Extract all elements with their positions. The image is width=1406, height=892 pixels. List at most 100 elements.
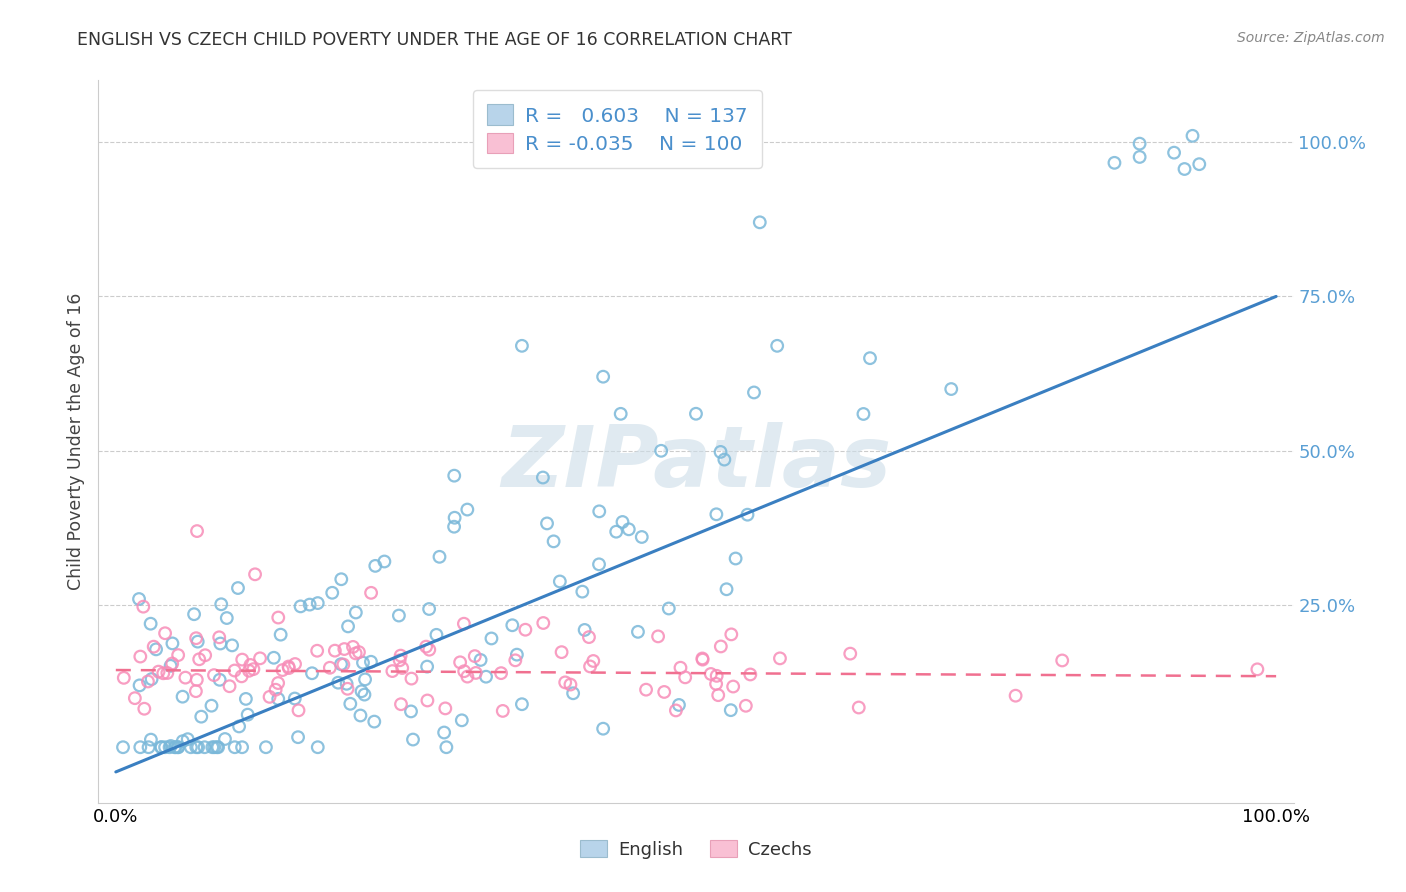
Point [231,669,253,683]
Point [163,740,186,755]
Point [193,740,215,755]
Point [287,730,309,744]
Point [381,664,404,678]
Point [239,657,262,672]
Point [202,668,225,682]
Point [669,661,692,675]
Point [416,659,439,673]
Point [1129,150,1152,164]
Point [450,714,472,728]
Point [665,703,688,717]
Point [243,567,266,582]
Point [224,664,246,678]
Point [710,640,733,654]
Point [162,636,184,650]
Point [180,740,202,755]
Point [336,677,359,691]
Point [186,631,208,645]
Point [510,339,533,353]
Point [740,667,762,681]
Point [588,504,610,518]
Point [218,679,240,693]
Point [742,385,765,400]
Point [202,740,225,755]
Point [574,623,596,637]
Point [201,740,224,755]
Point [737,508,759,522]
Point [941,382,963,396]
Point [605,524,627,539]
Point [464,665,486,680]
Point [148,665,170,679]
Point [373,554,395,568]
Point [224,740,246,755]
Point [307,596,329,610]
Point [129,740,152,755]
Point [186,673,208,687]
Point [630,530,652,544]
Point [704,677,727,691]
Point [592,722,614,736]
Point [159,740,181,755]
Y-axis label: Child Poverty Under the Age of 16: Child Poverty Under the Age of 16 [66,293,84,591]
Point [339,697,361,711]
Point [139,732,162,747]
Point [399,705,422,719]
Point [307,644,329,658]
Point [132,599,155,614]
Point [153,740,176,755]
Point [673,670,696,684]
Point [228,719,250,733]
Point [236,707,259,722]
Point [124,691,146,706]
Point [668,698,690,712]
Point [330,572,353,586]
Point [839,647,862,661]
Point [259,690,281,704]
Point [344,606,367,620]
Point [721,680,744,694]
Point [264,682,287,697]
Point [172,734,194,748]
Point [267,692,290,706]
Point [578,630,600,644]
Point [290,599,312,614]
Point [167,740,190,755]
Point [235,692,257,706]
Point [249,651,271,665]
Point [443,519,465,533]
Point [134,702,156,716]
Point [328,675,350,690]
Point [321,586,343,600]
Point [271,663,294,677]
Point [350,684,373,698]
Point [1188,157,1211,171]
Point [470,653,492,667]
Text: ENGLISH VS CZECH CHILD POVERTY UNDER THE AGE OF 16 CORRELATION CHART: ENGLISH VS CZECH CHILD POVERTY UNDER THE… [77,31,792,49]
Point [1050,653,1073,667]
Point [129,649,152,664]
Point [562,686,585,700]
Point [152,666,174,681]
Point [401,672,423,686]
Point [165,740,187,755]
Point [231,740,253,755]
Point [713,452,735,467]
Point [1246,662,1268,676]
Point [142,640,165,654]
Point [221,639,243,653]
Point [332,657,354,672]
Point [159,658,181,673]
Point [112,671,135,685]
Point [692,651,714,665]
Point [208,673,231,687]
Point [174,671,197,685]
Point [337,619,360,633]
Point [418,642,440,657]
Point [205,740,228,755]
Point [363,714,385,729]
Point [270,628,292,642]
Point [186,740,208,755]
Point [208,630,231,644]
Point [200,698,222,713]
